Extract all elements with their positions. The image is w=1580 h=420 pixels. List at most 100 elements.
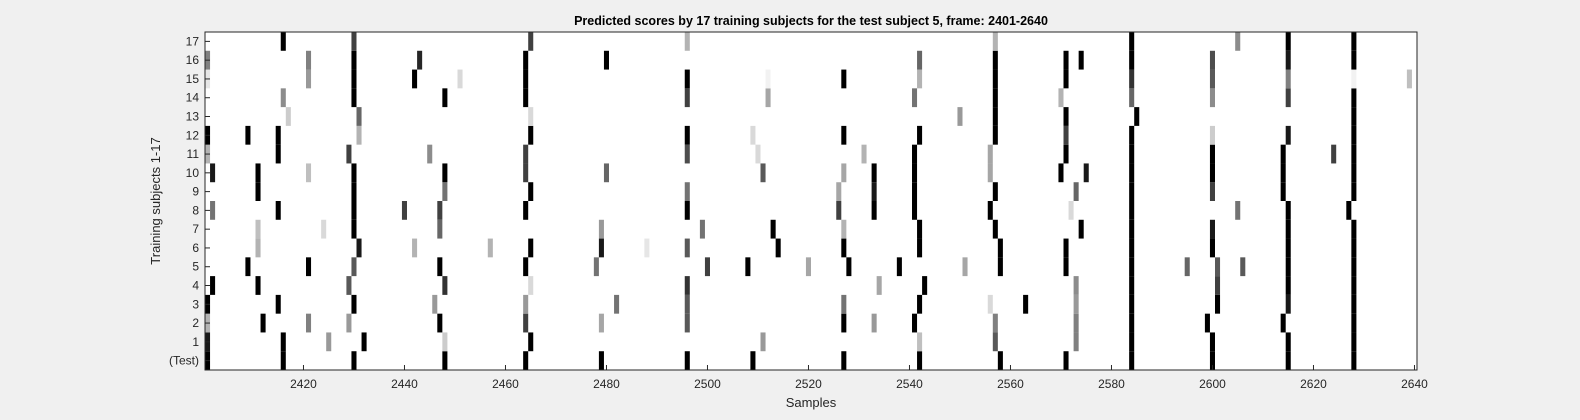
heatmap-cell-row-17-8 <box>1351 32 1357 51</box>
heatmap-cell-row-15-11 <box>1063 69 1069 89</box>
heatmap-cell-row-16-6 <box>917 50 923 70</box>
heatmap-cell-row-test-10 <box>997 351 1003 370</box>
heatmap-cell-row-1-6 <box>760 332 766 352</box>
heatmap-cell-row-4-8 <box>1073 276 1079 295</box>
heatmap-cell-row-7-2 <box>351 219 357 239</box>
heatmap-cell-row-12-1 <box>245 125 251 145</box>
heatmap-cell-row-2-3 <box>346 313 352 333</box>
heatmap-cell-row-15-13 <box>1209 69 1215 89</box>
heatmap-cell-row-12-4 <box>528 125 534 145</box>
heatmap-cell-row-8-15 <box>1346 201 1352 220</box>
heatmap-cell-row-14-4 <box>684 88 690 108</box>
heatmap-cell-row-13-0 <box>285 107 291 126</box>
heatmap-cell-row-3-9 <box>987 294 993 314</box>
heatmap-cell-row-1-10 <box>1129 332 1135 352</box>
heatmap-cell-row-9-13 <box>1351 182 1357 201</box>
heatmap-cell-row-6-7 <box>684 238 690 258</box>
heatmap-cell-row-16-12 <box>1285 50 1291 70</box>
heatmap-cell-row-13-7 <box>1351 107 1357 126</box>
heatmap-cell-row-4-0 <box>210 276 216 295</box>
heatmap-cell-row-10-13 <box>1083 163 1089 183</box>
y-tick-label: 13 <box>186 110 200 124</box>
heatmap-cell-row-10-0 <box>210 163 216 183</box>
x-tick-label: 2420 <box>290 377 317 391</box>
heatmap-cells <box>205 32 1412 370</box>
heatmap-cell-row-4-10 <box>1215 276 1221 295</box>
heatmap-cell-row-9-6 <box>871 182 877 201</box>
heatmap-cell-row-8-6 <box>684 201 690 220</box>
heatmap-cell-row-9-4 <box>684 182 690 201</box>
heatmap-cell-row-8-0 <box>210 201 216 220</box>
heatmap-cell-row-7-5 <box>699 219 705 239</box>
heatmap-cell-row-9-11 <box>1209 182 1215 201</box>
heatmap-cell-row-9-0 <box>255 182 261 201</box>
heatmap-cell-row-5-14 <box>1129 257 1135 277</box>
heatmap-cell-row-14-1 <box>351 88 357 108</box>
heatmap-cell-row-5-8 <box>805 257 811 277</box>
heatmap-cell-row-7-10 <box>1078 219 1084 239</box>
heatmap-cell-row-16-8 <box>1063 50 1069 70</box>
heatmap-cell-row-2-10 <box>912 313 918 333</box>
heatmap-cell-row-10-9 <box>871 163 877 183</box>
heatmap-cell-row-3-12 <box>1129 294 1135 314</box>
heatmap-cell-row-5-1 <box>306 257 312 277</box>
heatmap-cell-row-6-12 <box>1063 238 1069 258</box>
heatmap-cell-row-15-10 <box>992 69 998 89</box>
plot-border <box>204 31 1418 371</box>
heatmap-cell-row-test-13 <box>1209 351 1215 370</box>
heatmap-cell-row-16-3 <box>417 50 423 70</box>
heatmap-cell-row-5-12 <box>997 257 1003 277</box>
heatmap-cell-row-17-0 <box>280 32 286 51</box>
heatmap-cell-row-2-15 <box>1280 313 1286 333</box>
heatmap-cell-row-2-12 <box>1073 313 1079 333</box>
heatmap-cell-row-7-3 <box>437 219 443 239</box>
heatmap-cell-row-1-12 <box>1285 332 1291 352</box>
heatmap-cell-row-7-6 <box>770 219 776 239</box>
heatmap-cell-row-1-13 <box>1351 332 1357 352</box>
heatmap-cell-row-8-5 <box>523 201 529 220</box>
heatmap-cell-row-14-2 <box>442 88 448 108</box>
heatmap-cell-row-9-9 <box>1073 182 1079 201</box>
heatmap-cell-row-9-3 <box>528 182 534 201</box>
heatmap-cell-row-15-7 <box>765 69 771 89</box>
heatmap-cell-row-5-4 <box>523 257 529 277</box>
heatmap-cell-row-6-3 <box>487 238 493 258</box>
y-tick-label: 6 <box>192 241 199 255</box>
heatmap-cell-row-test-12 <box>1129 351 1135 370</box>
heatmap-cell-row-6-6 <box>644 238 650 258</box>
heatmap-cell-row-test-2 <box>351 351 357 370</box>
x-tick-label: 2440 <box>391 377 418 391</box>
heatmap-cell-row-10-2 <box>306 163 312 183</box>
heatmap-cell-row-16-4 <box>523 50 529 70</box>
heatmap-cell-row-10-17 <box>1351 163 1357 183</box>
heatmap-cell-row-3-7 <box>841 294 847 314</box>
heatmap-cell-row-16-11 <box>1209 50 1215 70</box>
heatmap-cell-row-5-3 <box>437 257 443 277</box>
x-tick-label: 2500 <box>694 377 721 391</box>
heatmap-cell-row-4-12 <box>1351 276 1357 295</box>
heatmap-cell-row-3-3 <box>432 294 438 314</box>
x-tick-label: 2560 <box>997 377 1024 391</box>
x-axis: 2420 2440 2460 2480 2500 2520 2540 2560 2580 2600… <box>290 365 1428 391</box>
heatmap-cell-row-11-3 <box>427 144 433 164</box>
heatmap-cell-row-15-14 <box>1285 69 1291 89</box>
heatmap-cell-row-2-13 <box>1129 313 1135 333</box>
heatmap-cell-row-10-4 <box>442 163 448 183</box>
y-tick-label: (Test) <box>169 354 199 368</box>
x-tick-label: 2620 <box>1300 377 1327 391</box>
heatmap-cell-row-15-15 <box>1351 69 1357 89</box>
heatmap-cell-row-3-15 <box>1351 294 1357 314</box>
heatmap-cell-row-8-11 <box>1068 201 1074 220</box>
heatmap-cell-row-11-10 <box>1063 144 1069 164</box>
heatmap-cell-row-14-8 <box>1058 88 1064 108</box>
heatmap-cell-row-11-5 <box>684 144 690 164</box>
heatmap-cell-row-6-9 <box>841 238 847 258</box>
heatmap-cell-row-8-7 <box>836 201 842 220</box>
heatmap-cell-row-test-11 <box>1063 351 1069 370</box>
heatmap-cell-row-15-12 <box>1129 69 1135 89</box>
heatmap-cell-row-3-13 <box>1215 294 1221 314</box>
heatmap-cell-row-test-6 <box>684 351 690 370</box>
y-tick-label: 10 <box>186 166 200 180</box>
heatmap-cell-row-12-2 <box>275 125 281 145</box>
y-tick-label: 11 <box>187 147 200 161</box>
